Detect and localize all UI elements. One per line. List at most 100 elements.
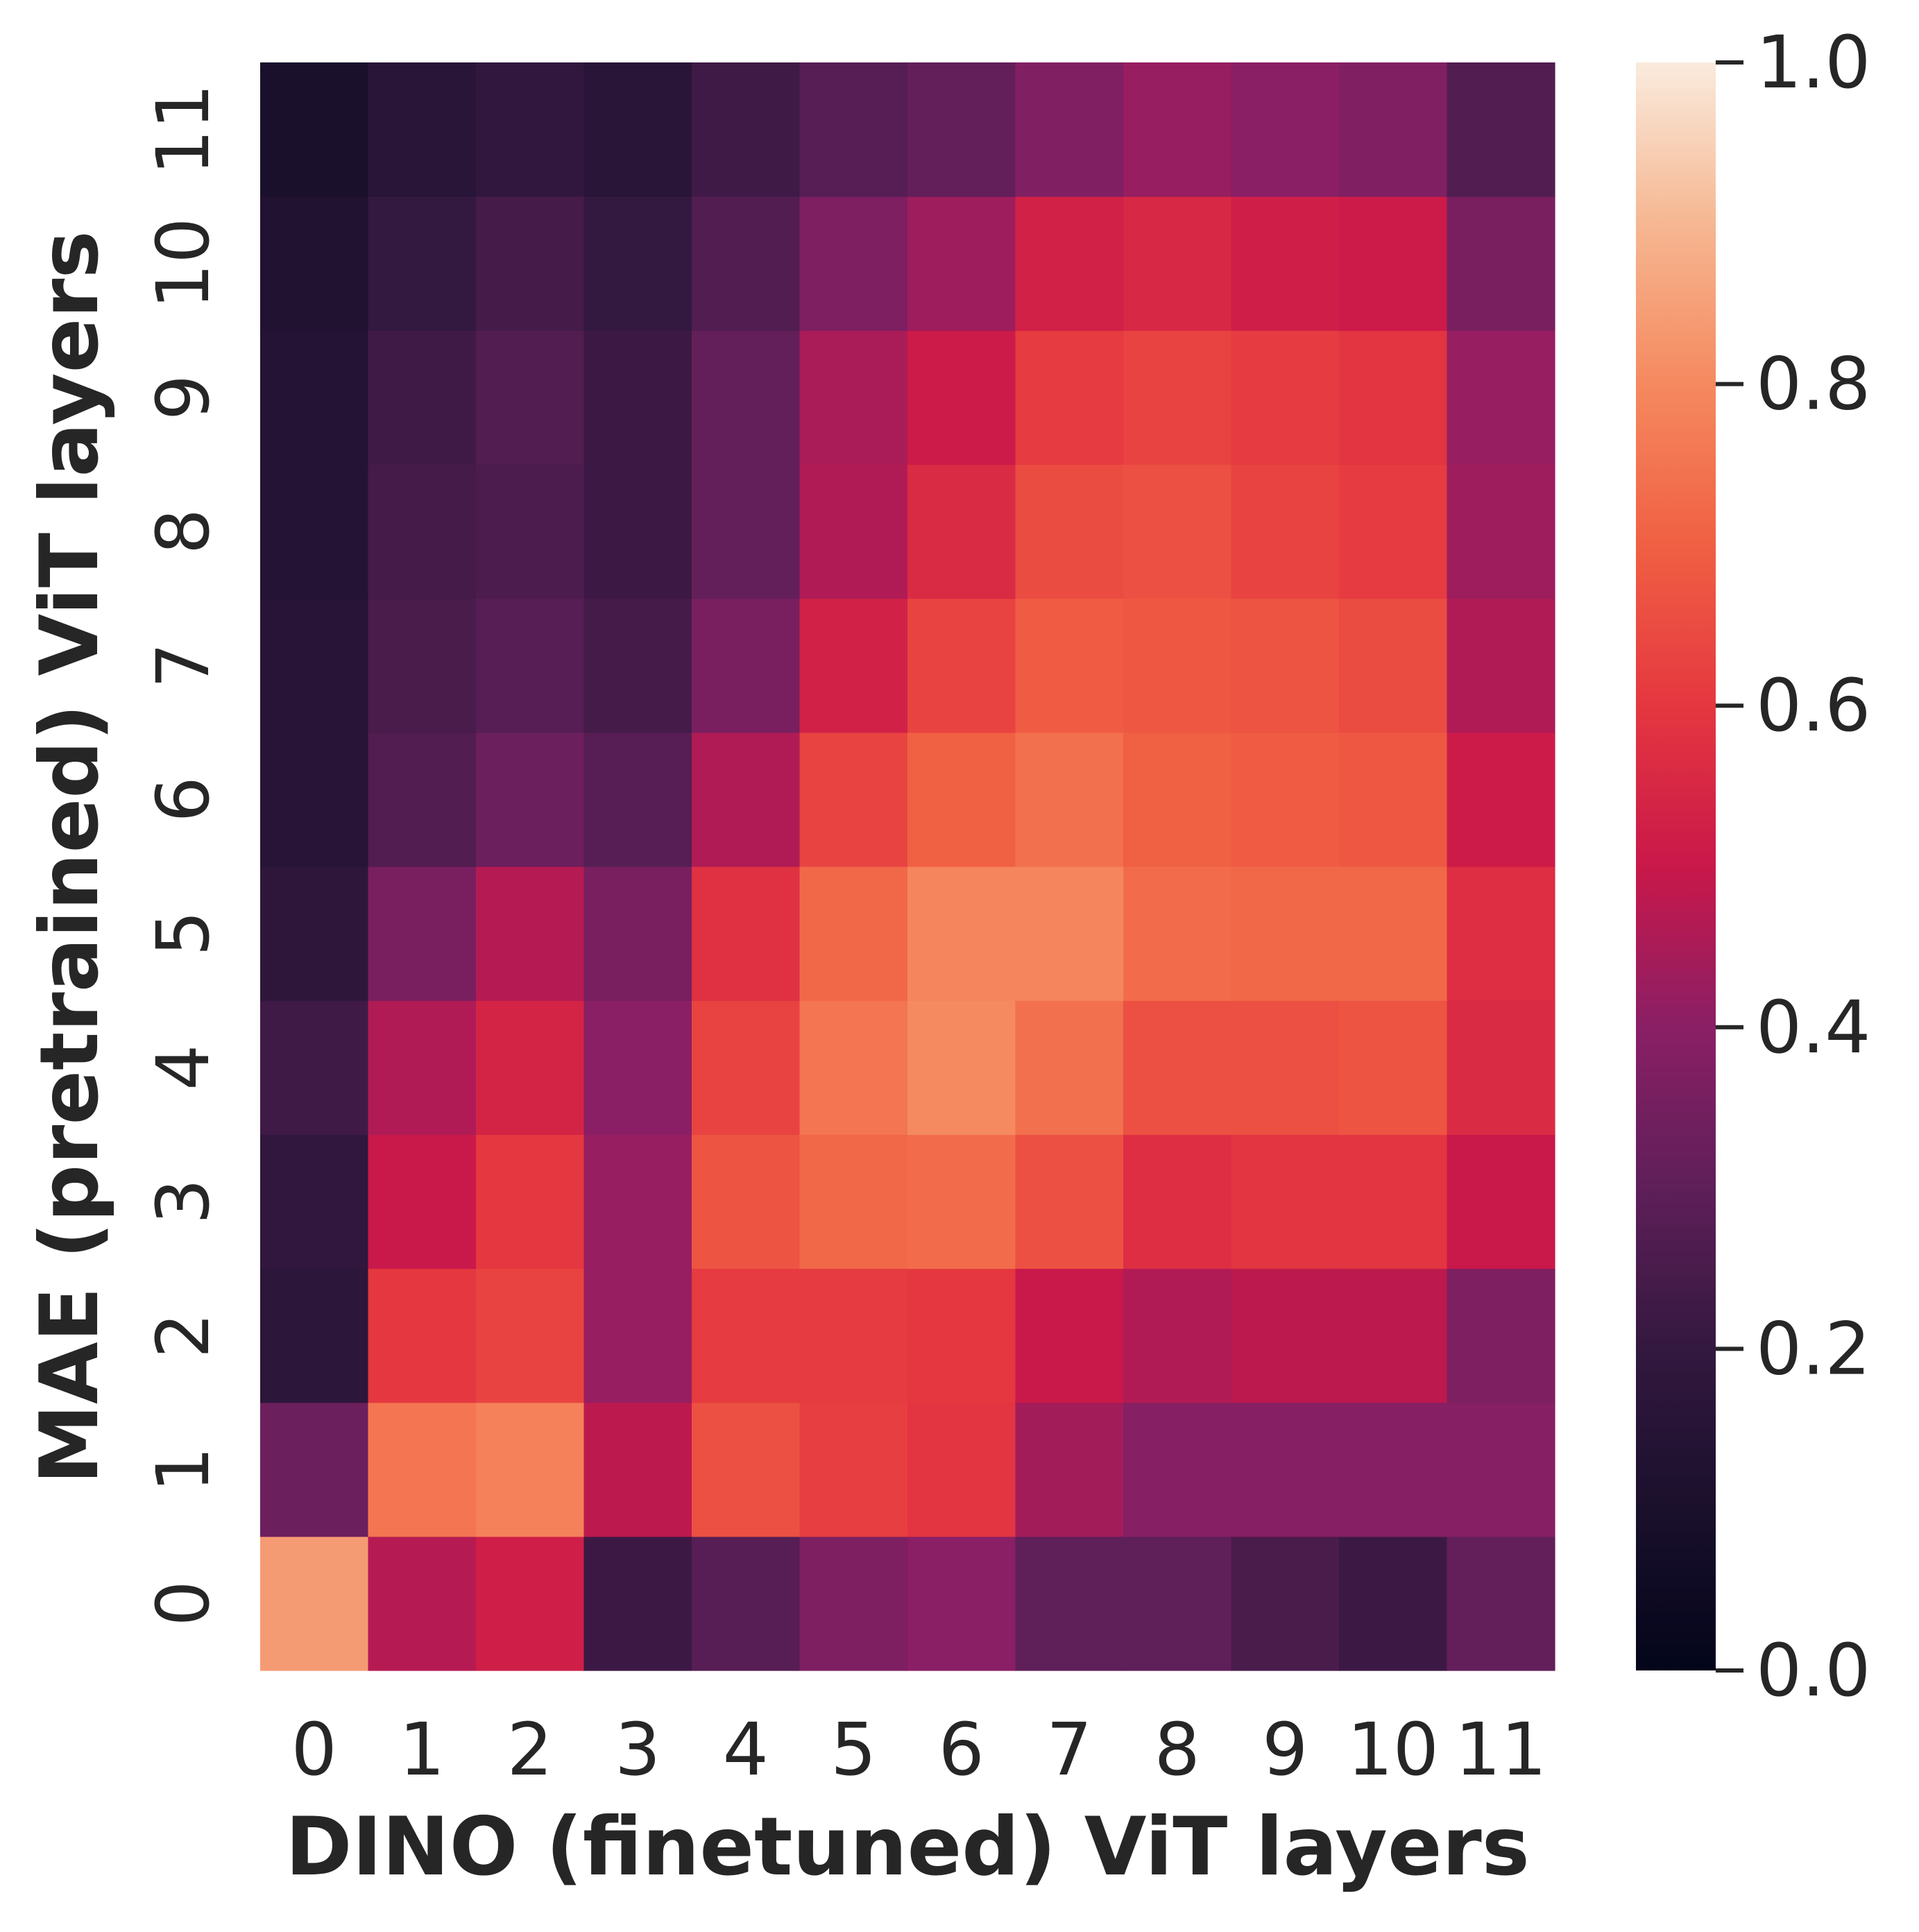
heatmap-cell (1339, 1268, 1448, 1403)
heatmap-cell (1123, 1134, 1232, 1270)
x-tick-label: 10 (1347, 1707, 1439, 1792)
x-tick-label: 6 (939, 1707, 984, 1792)
heatmap-cell (1339, 598, 1448, 733)
heatmap-cell (907, 1134, 1016, 1270)
y-tick-label: 4 (141, 1045, 225, 1091)
heatmap-cell (583, 1134, 692, 1270)
heatmap-cell (476, 866, 585, 1001)
heatmap-cell (799, 1134, 908, 1270)
heatmap-cell (907, 1402, 1016, 1537)
heatmap-cell (1123, 196, 1232, 331)
heatmap-cell (476, 598, 585, 733)
heatmap-cell (476, 62, 585, 197)
heatmap-cell (1123, 866, 1232, 1001)
heatmap-cell (1015, 196, 1124, 331)
heatmap-cell (368, 1402, 477, 1537)
x-tick-label: 3 (615, 1707, 660, 1792)
heatmap-cell (368, 1536, 477, 1671)
heatmap-cell (1447, 330, 1555, 465)
heatmap-cell (1015, 62, 1124, 197)
heatmap-cell (476, 1000, 585, 1135)
heatmap-cell (1231, 62, 1340, 197)
heatmap-cell (1231, 1268, 1340, 1403)
heatmap-cell (907, 732, 1016, 867)
heatmap-cell (583, 1000, 692, 1135)
x-tick-label: 7 (1046, 1707, 1092, 1792)
heatmap-cell (368, 62, 477, 197)
heatmap-cell (692, 1268, 801, 1403)
heatmap-cell (1339, 732, 1448, 867)
heatmap-cell (476, 1402, 585, 1537)
heatmap-cell (1231, 732, 1340, 867)
heatmap-cell (799, 330, 908, 465)
heatmap-cell (1015, 1134, 1124, 1270)
heatmap-cell (1231, 866, 1340, 1001)
heatmap-cell (1447, 1134, 1555, 1270)
heatmap-cell (1123, 732, 1232, 867)
heatmap-cell (1447, 196, 1555, 331)
colorbar-tick-label: 0.6 (1756, 663, 1870, 748)
heatmap-cell (476, 1134, 585, 1270)
heatmap-cell (799, 1402, 908, 1537)
heatmap-cell (1123, 1000, 1232, 1135)
heatmap-cell (260, 464, 369, 599)
heatmap-cell (1339, 1134, 1448, 1270)
colorbar-tick-label: 0.4 (1756, 985, 1870, 1070)
heatmap-cell (1231, 598, 1340, 733)
y-tick-label: 7 (141, 642, 225, 688)
heatmap-cell (1339, 62, 1448, 197)
colorbar-tick-label: 0.0 (1756, 1628, 1870, 1713)
heatmap-cell (1015, 330, 1124, 465)
y-tick-label: 2 (141, 1313, 225, 1358)
heatmap-cell (1015, 866, 1124, 1001)
heatmap-cell (1447, 598, 1555, 733)
y-tick-label: 1 (141, 1446, 225, 1492)
heatmap-cell (1447, 1268, 1555, 1403)
colorbar-tick-label: 1.0 (1756, 20, 1870, 105)
heatmap-cell (368, 196, 477, 331)
heatmap-cell (583, 866, 692, 1001)
heatmap-cell (260, 62, 369, 197)
heatmap-cell (476, 1536, 585, 1671)
heatmap-cell (799, 1268, 908, 1403)
heatmap-cell (1123, 464, 1232, 599)
heatmap-cell (1231, 1134, 1340, 1270)
heatmap-cell (1015, 732, 1124, 867)
heatmap-cell (1231, 330, 1340, 465)
heatmap-cell (799, 62, 908, 197)
heatmap-cell (368, 1134, 477, 1270)
heatmap-cell (692, 866, 801, 1001)
heatmap-cell (368, 330, 477, 465)
heatmap-cell (1015, 1268, 1124, 1403)
heatmap-cell (907, 866, 1016, 1001)
heatmap-cell (907, 598, 1016, 733)
heatmap-cell (1015, 598, 1124, 733)
heatmap-cell (799, 1000, 908, 1135)
heatmap-cell (1339, 866, 1448, 1001)
heatmap-cell (799, 598, 908, 733)
x-axis-label: DINO (finetuned) ViT layers (285, 1800, 1530, 1894)
heatmap-cell (692, 196, 801, 331)
heatmap-cell (368, 866, 477, 1001)
heatmap-cell (1447, 732, 1555, 867)
heatmap-cell (1123, 598, 1232, 733)
colorbar-ticks: 0.0 0.2 0.4 0.6 0.8 1.0 (1716, 20, 1870, 1713)
heatmap-cell (260, 1402, 369, 1537)
heatmap-cell (260, 1134, 369, 1270)
heatmap-cell (1447, 866, 1555, 1001)
heatmap-cell (692, 1134, 801, 1270)
x-tick-label: 11 (1455, 1707, 1546, 1792)
x-tick-labels: 0 1 2 3 4 5 6 7 8 9 10 11 (291, 1707, 1547, 1792)
heatmap-cell (583, 1536, 692, 1671)
heatmap-cell (368, 732, 477, 867)
heatmap-cell (692, 464, 801, 599)
heatmap-cell (1447, 464, 1555, 599)
y-tick-label: 10 (141, 218, 225, 309)
colorbar-tick-label: 0.8 (1756, 342, 1870, 427)
heatmap-cell (368, 1268, 477, 1403)
heatmap-cell (692, 1000, 801, 1135)
heatmap-cell (1231, 1402, 1340, 1537)
heatmap-cell (368, 1000, 477, 1135)
x-tick-label: 1 (399, 1707, 445, 1792)
